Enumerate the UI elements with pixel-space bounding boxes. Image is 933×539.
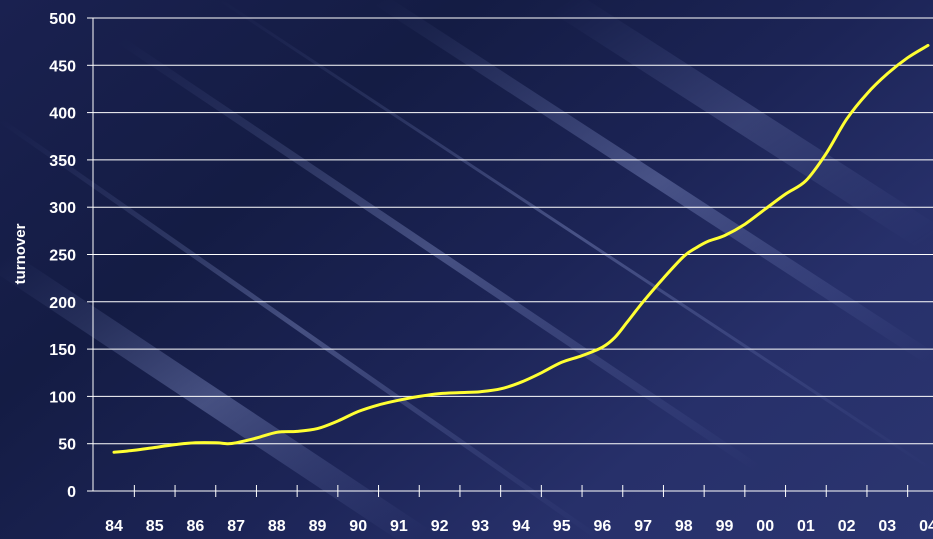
x-tick-labels: 84 85 86 87 88 89 90 91 92 93 94 95 96 97 98 99 00 01 02 03… (105, 518, 933, 535)
x-tick-label: 93 (471, 518, 489, 535)
x-tick-label: 01 (797, 518, 815, 535)
x-tick-label: 99 (716, 518, 734, 535)
axes (92, 18, 933, 497)
series-group (112, 43, 930, 454)
y-tick-label: 100 (49, 389, 76, 406)
streak (0, 249, 428, 539)
y-tick-label: 400 (49, 106, 76, 123)
y-tick-label: 0 (67, 484, 76, 501)
x-tick-label: 87 (227, 518, 245, 535)
x-tick-label: 04 (919, 518, 933, 535)
x-tick-label: 88 (268, 518, 286, 535)
x-tick-label: 02 (838, 518, 856, 535)
x-tick-label: 97 (634, 518, 652, 535)
x-tick-label: 00 (756, 518, 774, 535)
x-tick-label: 92 (431, 518, 449, 535)
x-tick-label: 86 (187, 518, 205, 535)
y-axis-title: turnover (12, 223, 29, 284)
x-tick-label: 84 (105, 518, 123, 535)
y-tick-label: 350 (49, 153, 76, 170)
y-tick-label: 150 (49, 342, 76, 359)
y-tick-label: 200 (49, 295, 76, 312)
x-tick-label: 95 (553, 518, 571, 535)
streak (551, 0, 933, 253)
x-tick-label: 90 (349, 518, 367, 535)
x-tick-label: 94 (512, 518, 530, 535)
x-tick-label: 91 (390, 518, 408, 535)
x-tick-label: 96 (594, 518, 612, 535)
y-tick-label: 300 (49, 200, 76, 217)
y-tick-labels: 0 50 100 150 200 250 300 350 400 450 500 (49, 11, 76, 501)
gridlines (87, 17, 933, 492)
series-line (112, 43, 930, 454)
streak (0, 117, 602, 539)
streak (376, 0, 933, 366)
streak (219, 0, 933, 472)
x-tick-label: 85 (146, 518, 164, 535)
y-tick-label: 450 (49, 58, 76, 75)
x-tick-label: 89 (309, 518, 327, 535)
y-tick-label: 500 (49, 11, 76, 28)
x-tick-label: 98 (675, 518, 693, 535)
y-tick-label: 50 (58, 437, 76, 454)
y-tick-label: 250 (49, 248, 76, 265)
x-tick-label: 03 (878, 518, 896, 535)
